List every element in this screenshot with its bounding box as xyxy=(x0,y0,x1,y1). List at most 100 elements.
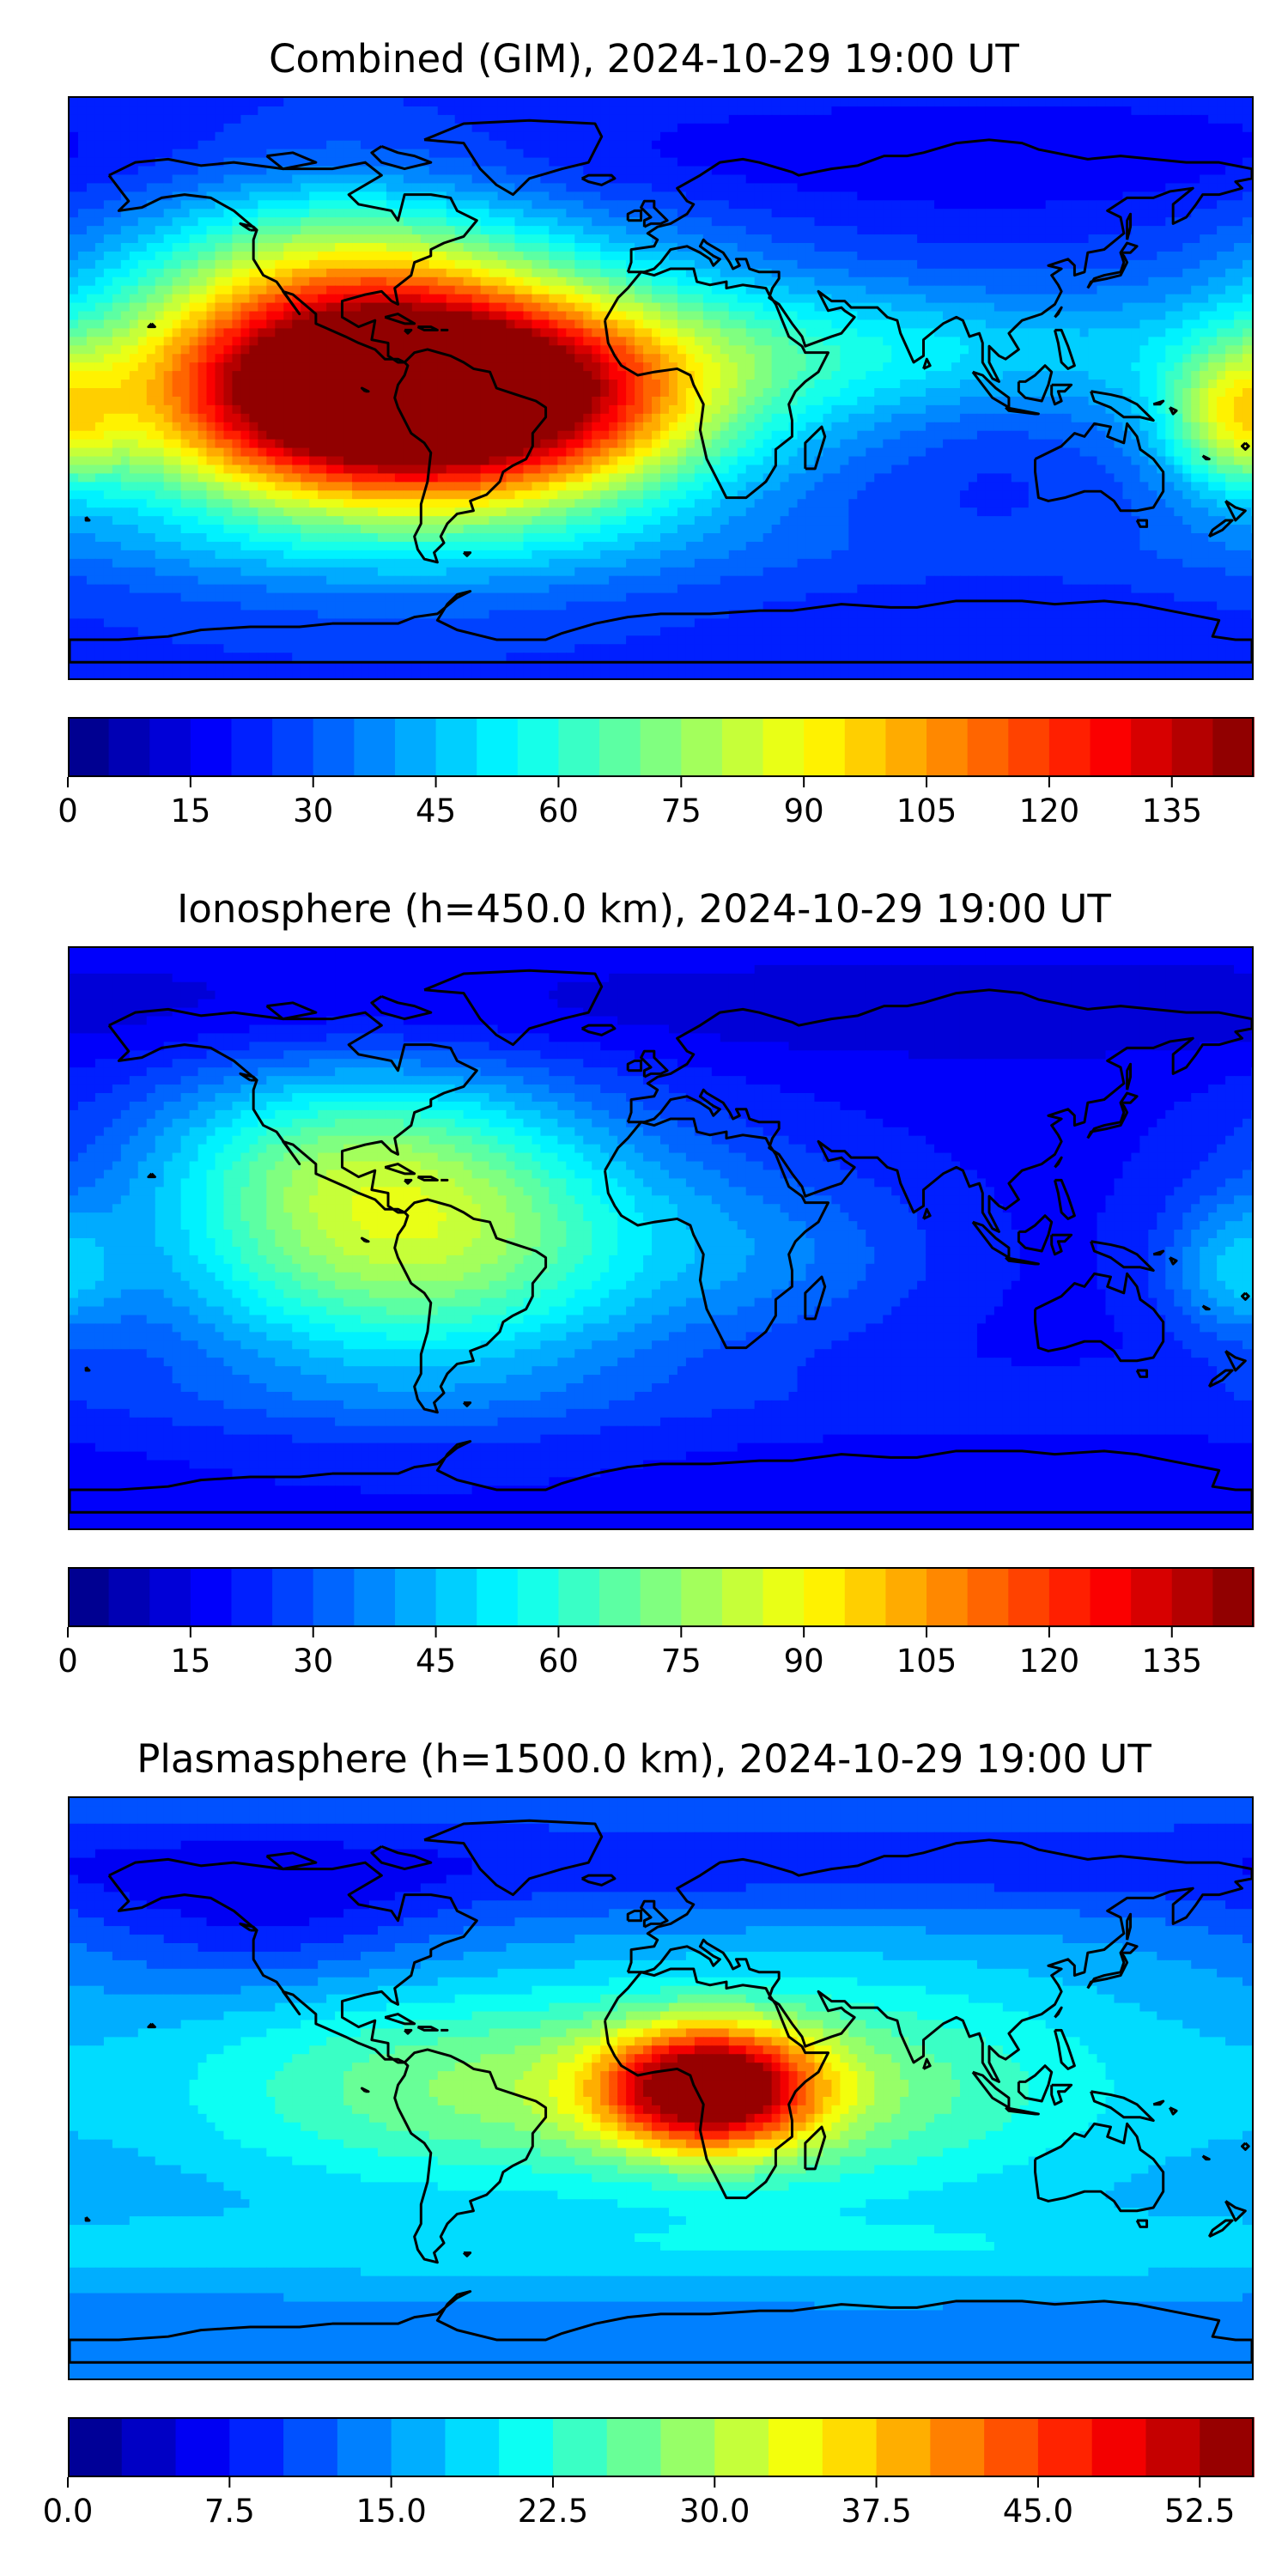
heatmap-cell xyxy=(745,251,756,261)
heatmap-cell xyxy=(574,166,584,176)
heatmap-cell xyxy=(240,285,250,295)
heatmap-cell xyxy=(926,302,935,313)
heatmap-cell xyxy=(1165,276,1175,287)
heatmap-cell xyxy=(754,183,764,192)
heatmap-cell xyxy=(454,98,465,107)
heatmap-cell xyxy=(566,328,575,337)
heatmap-cell xyxy=(361,226,370,235)
heatmap-cell xyxy=(1148,268,1157,278)
heatmap-cell xyxy=(1148,183,1157,192)
heatmap-cell xyxy=(86,294,96,304)
heatmap-cell xyxy=(737,380,747,389)
heatmap-cell xyxy=(275,380,284,389)
heatmap-cell xyxy=(223,302,234,313)
heatmap-cell xyxy=(600,183,610,192)
heatmap-cell xyxy=(352,243,361,252)
heatmap-cell xyxy=(780,294,790,304)
heatmap-cell xyxy=(1174,200,1183,210)
heatmap-cell xyxy=(437,294,447,304)
heatmap-cell xyxy=(480,200,490,210)
heatmap-cell xyxy=(523,311,533,321)
heatmap-cell xyxy=(377,380,387,389)
heatmap-cell xyxy=(908,209,918,218)
heatmap-cell xyxy=(1028,276,1038,287)
heatmap-cell xyxy=(120,396,131,406)
heatmap-cell xyxy=(514,191,525,201)
heatmap-cell xyxy=(335,149,344,159)
heatmap-cell xyxy=(1182,98,1192,107)
heatmap-cell xyxy=(368,380,379,389)
heatmap-cell xyxy=(266,106,276,116)
heatmap-cell xyxy=(840,371,849,380)
heatmap-cell xyxy=(506,328,516,337)
heatmap-cell xyxy=(172,98,182,107)
heatmap-cell xyxy=(1234,174,1243,185)
heatmap-cell xyxy=(155,174,165,185)
heatmap-cell xyxy=(728,345,738,355)
heatmap-cell xyxy=(70,200,79,210)
heatmap-cell xyxy=(223,285,234,295)
heatmap-cell xyxy=(275,259,284,270)
heatmap-cell xyxy=(1062,157,1072,167)
heatmap-cell xyxy=(600,140,610,150)
heatmap-cell xyxy=(926,380,935,389)
heatmap-cell xyxy=(454,337,465,346)
heatmap-cell xyxy=(993,285,1004,295)
heatmap-cell xyxy=(728,311,738,321)
heatmap-cell xyxy=(1165,243,1175,252)
heatmap-cell xyxy=(574,106,584,116)
heatmap-cell xyxy=(532,328,542,337)
heatmap-cell xyxy=(968,337,978,346)
heatmap-cell xyxy=(335,345,344,355)
heatmap-cell xyxy=(771,337,781,346)
heatmap-cell xyxy=(943,302,952,313)
heatmap-cell xyxy=(1225,285,1235,295)
heatmap-cell xyxy=(386,319,396,330)
heatmap-cell xyxy=(480,371,490,380)
heatmap-cell xyxy=(557,311,567,321)
heatmap-cell xyxy=(1097,157,1107,167)
heatmap-cell xyxy=(386,200,396,210)
heatmap-cell xyxy=(240,396,250,406)
heatmap-cell xyxy=(437,345,447,355)
heatmap-cell xyxy=(103,98,113,107)
heatmap-cell xyxy=(840,234,849,244)
heatmap-cell xyxy=(86,371,96,380)
heatmap-cell xyxy=(557,226,567,235)
heatmap-cell xyxy=(600,191,610,201)
heatmap-cell xyxy=(1105,174,1115,185)
heatmap-cell xyxy=(1217,371,1226,380)
heatmap-cell xyxy=(694,123,704,133)
heatmap-cell xyxy=(985,131,995,142)
heatmap-cell xyxy=(420,268,430,278)
heatmap-cell xyxy=(206,226,216,235)
heatmap-cell xyxy=(1002,140,1012,150)
heatmap-cell xyxy=(874,243,884,252)
heatmap-cell xyxy=(874,209,884,218)
heatmap-cell xyxy=(840,200,849,210)
heatmap-cell xyxy=(129,328,139,337)
heatmap-cell xyxy=(223,174,234,185)
heatmap-cell xyxy=(1122,243,1133,252)
heatmap-cell xyxy=(523,106,533,116)
heatmap-cell xyxy=(112,157,122,167)
heatmap-cell xyxy=(403,396,413,406)
heatmap-cell xyxy=(1019,388,1030,398)
heatmap-cell xyxy=(489,98,499,107)
heatmap-cell xyxy=(1071,319,1081,330)
heatmap-cell xyxy=(609,243,618,252)
heatmap-cell xyxy=(489,123,499,133)
heatmap-cell xyxy=(446,183,456,192)
heatmap-cell xyxy=(702,328,713,337)
heatmap-cell xyxy=(857,149,866,159)
heatmap-cell xyxy=(1019,285,1030,295)
heatmap-cell xyxy=(805,268,816,278)
heatmap-cell xyxy=(1122,140,1133,150)
heatmap-cell xyxy=(292,311,301,321)
heatmap-cell xyxy=(1131,259,1140,270)
heatmap-cell xyxy=(566,149,575,159)
heatmap-cell xyxy=(891,371,901,380)
heatmap-cell xyxy=(745,259,756,270)
heatmap-cell xyxy=(814,302,824,313)
heatmap-cell xyxy=(976,319,987,330)
